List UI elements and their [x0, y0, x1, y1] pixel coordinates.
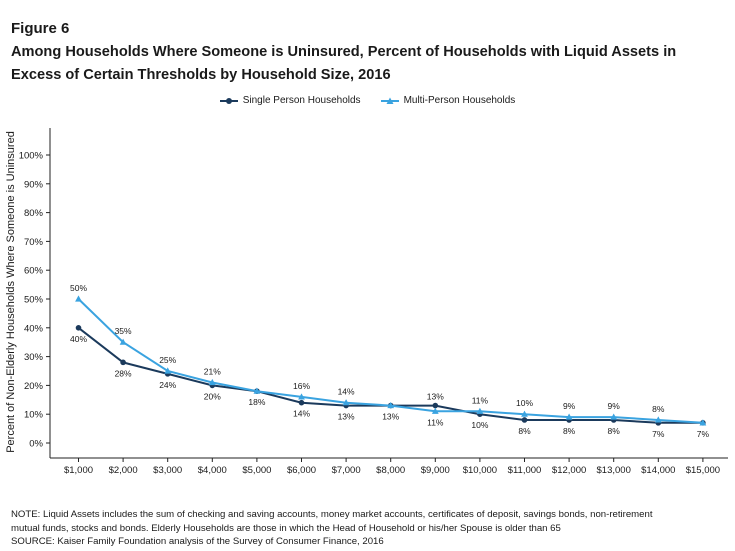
y-tick-label: 40%: [24, 323, 44, 334]
y-tick-label: 0%: [29, 439, 43, 450]
x-tick-label: $5,000: [242, 465, 271, 476]
chart-notes: NOTE: Liquid Assets includes the sum of …: [11, 508, 726, 549]
data-label-multi: 9%: [563, 401, 576, 411]
y-tick-label: 80%: [24, 208, 44, 219]
data-label-multi: 11%: [427, 417, 444, 427]
source-line: SOURCE: Kaiser Family Foundation analysi…: [11, 536, 384, 547]
data-point-multi[interactable]: [654, 416, 662, 423]
data-point-multi[interactable]: [610, 413, 618, 420]
x-tick-label: $3,000: [153, 465, 182, 476]
x-tick-label: $4,000: [198, 465, 227, 476]
figure-label: Figure 6: [11, 20, 70, 37]
y-tick-label: 30%: [24, 352, 44, 363]
legend-label-single: Single Person Households: [242, 95, 361, 106]
y-ticks: 0% 10% 20% 30% 40% 50% 60% 70% 80% 90% 100%: [19, 151, 50, 450]
data-point-single[interactable]: [75, 325, 82, 331]
data-label-multi: 35%: [115, 326, 132, 336]
data-label-multi: 8%: [652, 404, 665, 414]
chart-legend: Single Person Households Multi-Person Ho…: [0, 95, 735, 106]
data-label-multi: 9%: [608, 401, 621, 411]
x-tick-label: $10,000: [463, 465, 497, 476]
y-tick-label: 90%: [24, 179, 44, 190]
legend-marker-multi: [380, 97, 399, 104]
y-tick-label: 50%: [24, 295, 44, 306]
x-tick-label: $8,000: [376, 465, 405, 476]
series-layer: [75, 295, 707, 426]
data-point-multi[interactable]: [699, 419, 707, 426]
data-label-single: 20%: [204, 391, 221, 401]
legend-label-multi: Multi-Person Households: [403, 95, 516, 106]
data-label-single: 14%: [293, 409, 310, 419]
x-tick-label: $2,000: [109, 465, 138, 476]
x-tick-label: $11,000: [508, 465, 542, 476]
x-ticks: $1,000 $2,000 $3,000 $4,000 $5,000 $6,000 $7,0…: [64, 458, 720, 476]
data-point-multi[interactable]: [565, 413, 573, 420]
y-tick-label: 70%: [24, 237, 44, 248]
x-tick-label: $14,000: [641, 465, 675, 476]
chart-title: Among Households Where Someone is Uninsu…: [11, 44, 677, 83]
x-tick-label: $15,000: [686, 465, 720, 476]
y-tick-label: 20%: [24, 381, 44, 392]
data-label-single: 8%: [608, 426, 621, 436]
data-label-multi: 10%: [516, 398, 533, 408]
legend-marker-single: [219, 97, 238, 104]
data-label-single: 13%: [427, 392, 444, 402]
x-tick-label: $13,000: [597, 465, 631, 476]
data-label-single: 13%: [382, 412, 399, 422]
y-tick-label: 100%: [19, 151, 44, 162]
data-label-single: 7%: [652, 429, 665, 439]
data-label-single: 24%: [159, 380, 176, 390]
data-point-multi[interactable]: [342, 399, 350, 406]
data-point-multi[interactable]: [387, 401, 395, 409]
data-point-single[interactable]: [120, 359, 126, 366]
data-label-single: 18%: [248, 397, 265, 407]
data-label-single: 8%: [518, 426, 531, 436]
legend-item-multi[interactable]: Multi-Person Households: [380, 95, 516, 106]
data-label-single: 7%: [697, 429, 710, 439]
x-tick-label: $9,000: [421, 465, 450, 476]
data-label-multi: 16%: [293, 381, 310, 391]
data-point-single[interactable]: [432, 402, 439, 409]
note-line-2: mutual funds, stocks and bonds. Elderly …: [11, 522, 561, 534]
x-tick-label: $1,000: [64, 465, 93, 476]
data-point-multi[interactable]: [119, 338, 127, 345]
y-axis-title: Percent of Non-Elderly Households Where …: [5, 131, 17, 453]
data-label-multi: 11%: [472, 395, 489, 405]
x-tick-label: $6,000: [287, 465, 316, 476]
data-point-single[interactable]: [521, 417, 528, 423]
data-point-multi[interactable]: [164, 367, 172, 374]
data-label-multi: 21%: [204, 367, 221, 377]
data-point-multi[interactable]: [521, 410, 528, 417]
x-tick-label: $7,000: [332, 465, 361, 476]
data-label-multi: 14%: [338, 387, 355, 397]
y-tick-label: 60%: [24, 266, 44, 277]
data-label-multi: 25%: [159, 355, 176, 365]
data-labels: 40% 28% 24% 20% 18% 14% 13% 13% 13% 10% 8% 8% 8% 7% 7%…: [70, 283, 709, 439]
data-label-single: 10%: [471, 420, 488, 430]
y-tick-label: 10%: [24, 410, 44, 421]
data-point-multi[interactable]: [298, 393, 305, 400]
data-label-single: 28%: [115, 368, 132, 378]
data-label-multi: 50%: [70, 283, 87, 293]
data-point-multi[interactable]: [476, 407, 484, 414]
x-tick-label: $12,000: [552, 465, 586, 476]
data-label-single: 8%: [563, 426, 576, 436]
data-point-multi[interactable]: [431, 407, 439, 414]
data-label-single: 40%: [70, 334, 87, 344]
data-point-single[interactable]: [298, 399, 305, 406]
legend-item-single[interactable]: Single Person Households: [219, 95, 361, 106]
data-point-multi[interactable]: [253, 387, 261, 394]
data-point-multi[interactable]: [75, 295, 82, 302]
note-line-1: NOTE: Liquid Assets includes the sum of …: [11, 509, 653, 520]
data-point-multi[interactable]: [208, 378, 216, 386]
data-label-single: 13%: [338, 412, 355, 422]
